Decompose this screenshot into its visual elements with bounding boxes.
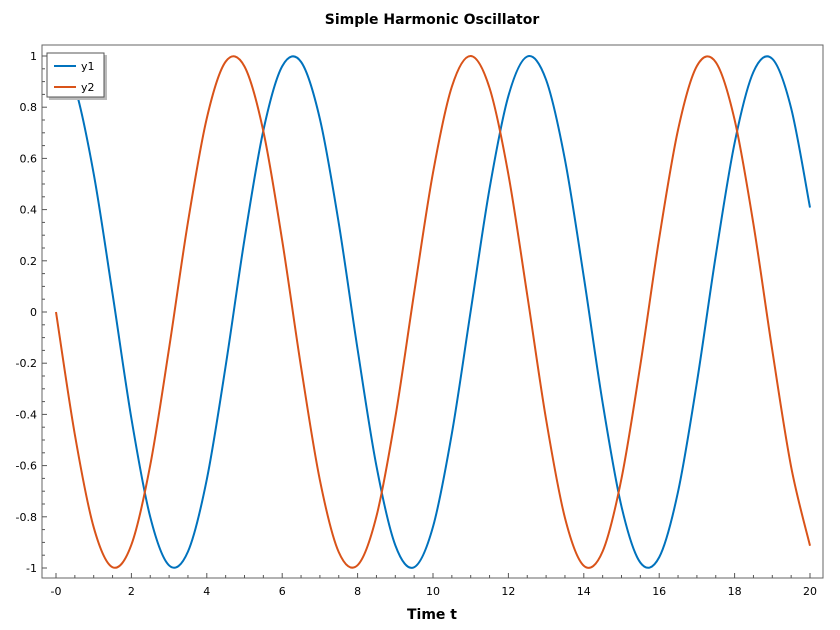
y-tick-label: 0.8	[20, 101, 38, 114]
y-tick-label: 0.4	[20, 204, 38, 217]
plot-border	[41, 44, 824, 579]
y-tick-label: -0.8	[16, 511, 37, 524]
series-layer	[55, 54, 811, 569]
legend-label-y1: y1	[81, 60, 95, 73]
y-tick-label: -0.4	[16, 408, 37, 421]
x-tick-label: 4	[203, 585, 210, 598]
legend: y1 y2	[46, 52, 107, 100]
x-tick-label: 20	[803, 585, 817, 598]
x-tick-label: 14	[577, 585, 591, 598]
x-tick-label: 8	[354, 585, 361, 598]
y-tick-label: -0.2	[16, 357, 37, 370]
x-tick-label: 10	[426, 585, 440, 598]
x-tick-label: 16	[652, 585, 666, 598]
y-tick-label: 0.2	[20, 255, 38, 268]
y-tick-label: 0.6	[20, 152, 38, 165]
x-tick-label: 6	[279, 585, 286, 598]
plot-area	[41, 44, 824, 579]
series-line-y1	[55, 55, 811, 569]
y-tick-label: 1	[30, 50, 37, 63]
legend-label-y2: y2	[81, 81, 95, 94]
chart-title: Simple Harmonic Oscillator	[325, 12, 540, 28]
x-tick-label: 12	[501, 585, 515, 598]
legend-box	[46, 52, 105, 98]
y-tick-label: -0.6	[16, 460, 37, 473]
x-tick-label: 2	[128, 585, 135, 598]
y-tick-label: 0	[30, 306, 37, 319]
x-tick-label: 18	[728, 585, 742, 598]
y-tick-label: -1	[26, 562, 37, 575]
x-axis: -0 2 4 6 8 10 12 14 16 18 20	[51, 573, 817, 598]
x-tick-label: -0	[51, 585, 62, 598]
x-axis-title: Time t	[407, 607, 457, 623]
y-axis: 1 0.8 0.6 0.4 0.2 0 -0.2 -0.4 -0.6 -0.8 -1	[16, 50, 47, 575]
series-line-y2	[55, 54, 811, 569]
